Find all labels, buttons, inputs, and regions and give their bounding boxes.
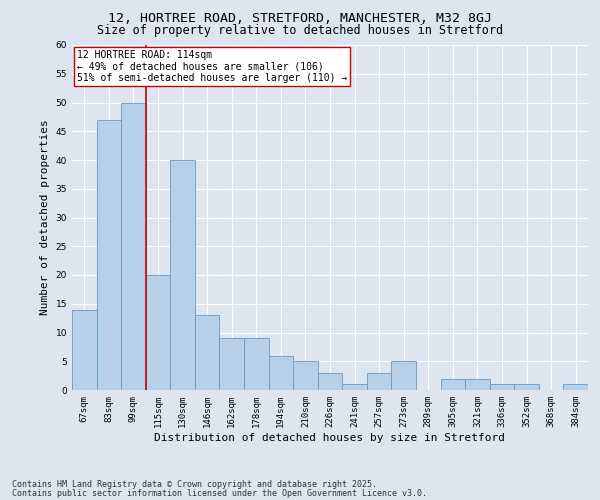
Bar xyxy=(220,338,244,390)
Bar xyxy=(318,373,342,390)
Bar xyxy=(72,310,97,390)
Bar xyxy=(440,378,465,390)
Bar xyxy=(146,275,170,390)
X-axis label: Distribution of detached houses by size in Stretford: Distribution of detached houses by size … xyxy=(155,432,505,442)
Bar xyxy=(490,384,514,390)
Bar xyxy=(195,316,220,390)
Bar xyxy=(391,361,416,390)
Bar xyxy=(465,378,490,390)
Bar xyxy=(269,356,293,390)
Text: Size of property relative to detached houses in Stretford: Size of property relative to detached ho… xyxy=(97,24,503,37)
Bar xyxy=(514,384,539,390)
Bar xyxy=(170,160,195,390)
Text: Contains HM Land Registry data © Crown copyright and database right 2025.: Contains HM Land Registry data © Crown c… xyxy=(12,480,377,489)
Bar xyxy=(342,384,367,390)
Bar xyxy=(563,384,588,390)
Bar xyxy=(97,120,121,390)
Bar xyxy=(293,361,318,390)
Text: 12, HORTREE ROAD, STRETFORD, MANCHESTER, M32 8GJ: 12, HORTREE ROAD, STRETFORD, MANCHESTER,… xyxy=(108,12,492,26)
Bar xyxy=(121,102,146,390)
Text: 12 HORTREE ROAD: 114sqm
← 49% of detached houses are smaller (106)
51% of semi-d: 12 HORTREE ROAD: 114sqm ← 49% of detache… xyxy=(77,50,347,84)
Y-axis label: Number of detached properties: Number of detached properties xyxy=(40,120,50,316)
Bar xyxy=(367,373,391,390)
Text: Contains public sector information licensed under the Open Government Licence v3: Contains public sector information licen… xyxy=(12,489,427,498)
Bar xyxy=(244,338,269,390)
